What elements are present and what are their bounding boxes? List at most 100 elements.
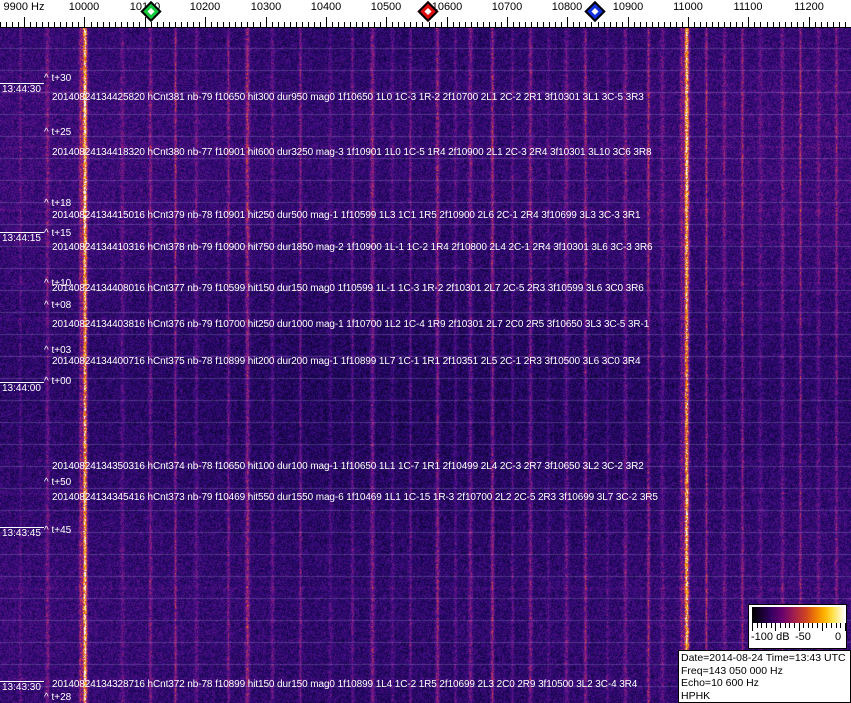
ruler-minor-tick [175,22,176,28]
ruler-minor-tick [272,22,273,28]
ruler-minor-tick [320,22,321,28]
ruler-minor-tick [724,22,725,28]
ruler-minor-tick [115,22,116,28]
ruler-minor-tick [845,22,846,28]
ruler-minor-tick [616,22,617,28]
ruler-minor-tick [60,22,61,28]
ruler-major-tick [748,17,749,28]
ruler-minor-tick [555,22,556,28]
frequency-ruler[interactable]: 9900 Hz100001010010200103001040010500106… [0,0,851,28]
ruler-minor-tick [791,22,792,28]
info-freq-line: Freq=143 050 000 Hz [681,664,783,677]
ruler-minor-tick [235,22,236,28]
ruler-minor-tick [241,22,242,28]
ruler-minor-tick [658,22,659,28]
ruler-minor-tick [833,22,834,28]
ruler-minor-tick [543,22,544,28]
colorbar-gradient [752,607,845,623]
ruler-major-tick [386,17,387,28]
ruler-minor-tick [604,22,605,28]
marker-center-dot [591,7,599,16]
ruler-minor-tick [441,22,442,28]
ruler-minor-tick [6,22,7,28]
ruler-minor-tick [422,22,423,28]
ruler-minor-tick [97,22,98,28]
ruler-label: 10300 [250,1,282,13]
ruler-minor-tick [465,22,466,28]
waterfall-spectrogram[interactable] [0,28,851,703]
ruler-minor-tick [157,22,158,28]
ruler-label: 11200 [794,1,824,13]
ruler-minor-tick [260,22,261,28]
info-station-line: HPHK [681,689,711,702]
ruler-minor-tick [501,22,502,28]
ruler-minor-tick [398,22,399,28]
ruler-minor-tick [181,22,182,28]
ruler-minor-tick [706,22,707,28]
ruler-minor-tick [12,22,13,28]
ruler-minor-tick [133,22,134,28]
ruler-minor-tick [302,22,303,28]
ruler-minor-tick [48,22,49,28]
waterfall-area[interactable] [0,28,851,703]
ruler-major-tick [326,17,327,28]
ruler-minor-tick [217,22,218,28]
ruler-minor-tick [392,22,393,28]
marker-center-dot [424,7,432,16]
ruler-minor-tick [779,22,780,28]
ruler-label: 10200 [189,1,221,13]
ruler-minor-tick [380,22,381,28]
ruler-major-tick [628,17,629,28]
ruler-minor-tick [308,22,309,28]
ruler-label: 10700 [491,1,523,13]
ruler-minor-tick [0,22,1,28]
ruler-minor-tick [139,22,140,28]
marker-center-dot [147,7,155,16]
ruler-minor-tick [670,22,671,28]
ruler-minor-tick [229,22,230,28]
ruler-label: 10800 [551,1,583,13]
ruler-minor-tick [127,22,128,28]
ruler-minor-tick [640,22,641,28]
ruler-minor-tick [72,22,73,28]
ruler-minor-tick [585,22,586,28]
ruler-minor-tick [821,22,822,28]
ruler-minor-tick [199,22,200,28]
ruler-label: 10000 [68,1,100,13]
ruler-minor-tick [815,22,816,28]
ruler-minor-tick [344,22,345,28]
ruler-minor-tick [362,22,363,28]
ruler-label: 11100 [733,1,763,13]
info-date-line: Date=2014-08-24 Time=13:43 UTC [681,652,846,664]
ruler-minor-tick [531,22,532,28]
ruler-minor-tick [435,22,436,28]
ruler-minor-tick [561,22,562,28]
ruler-minor-tick [121,22,122,28]
ruler-minor-tick [429,22,430,28]
ruler-minor-tick [773,22,774,28]
power-scale-colorbar: -100 dB -50 0 [748,604,847,649]
ruler-minor-tick [30,22,31,28]
ruler-minor-tick [549,22,550,28]
ruler-minor-tick [109,22,110,28]
blue-diamond-marker[interactable] [584,0,606,23]
ruler-major-tick [809,17,810,28]
ruler-minor-tick [211,22,212,28]
colorbar-min-label: -100 dB [751,631,790,643]
ruler-minor-tick [66,22,67,28]
ruler-minor-tick [489,22,490,28]
ruler-minor-tick [477,22,478,28]
ruler-minor-tick [664,22,665,28]
ruler-minor-tick [483,22,484,28]
ruler-minor-tick [247,22,248,28]
ruler-minor-tick [169,22,170,28]
ruler-minor-tick [163,22,164,28]
ruler-minor-tick [404,22,405,28]
ruler-major-tick [507,17,508,28]
ruler-minor-tick [760,22,761,28]
ruler-minor-tick [332,22,333,28]
ruler-minor-tick [736,22,737,28]
ruler-baseline [0,27,851,28]
ruler-major-tick [688,17,689,28]
ruler-minor-tick [18,22,19,28]
